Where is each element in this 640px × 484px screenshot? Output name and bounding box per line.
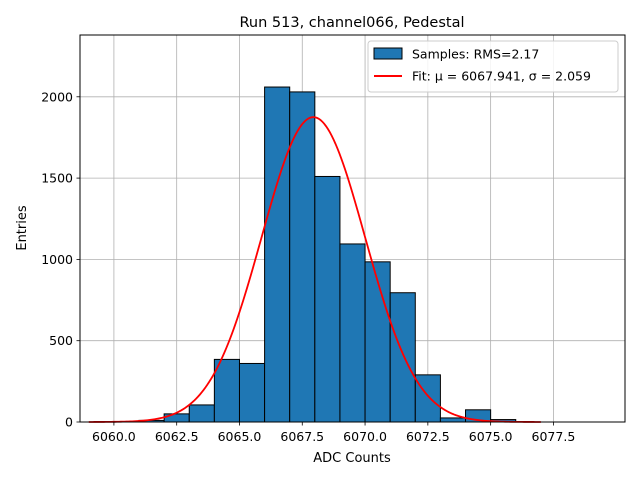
x-tick-label: 6070.0 xyxy=(343,429,387,444)
fit-curve-group xyxy=(88,116,541,423)
y-tick-label: 500 xyxy=(49,333,73,348)
y-tick-label: 1500 xyxy=(41,171,73,186)
y-axis-label: Entries xyxy=(15,205,30,251)
x-axis-ticks: 6060.0 6062.5 6065.0 6067.5 6070.0 6072.5 6075… xyxy=(92,422,575,444)
fit-curve xyxy=(88,116,541,423)
legend-histogram-swatch xyxy=(373,47,403,60)
histogram-bar xyxy=(188,404,215,423)
y-tick-label: 2000 xyxy=(41,89,73,104)
y-tick-label: 1000 xyxy=(41,252,73,267)
y-axis-ticks: 0 500 1000 1500 2000 xyxy=(41,89,80,430)
histogram-bar xyxy=(289,91,316,423)
histogram-bar xyxy=(414,374,441,423)
histogram-bar xyxy=(213,358,240,423)
x-axis-label: ADC Counts xyxy=(313,451,391,466)
x-tick-label: 6077.5 xyxy=(532,429,576,444)
legend-box xyxy=(367,40,619,93)
histogram-bar xyxy=(339,243,366,423)
legend: Samples: RMS=2.17 Fit: μ = 6067.941, σ =… xyxy=(367,40,619,93)
x-tick-label: 6062.5 xyxy=(155,429,199,444)
histogram-bar xyxy=(314,175,341,423)
histogram-bar xyxy=(389,292,416,423)
x-tick-label: 6060.0 xyxy=(92,429,136,444)
histogram-bar xyxy=(264,86,291,423)
histogram-bar xyxy=(364,261,391,423)
histogram-bars xyxy=(138,86,517,423)
histogram-bar xyxy=(439,417,467,423)
x-tick-label: 6072.5 xyxy=(406,429,450,444)
x-tick-label: 6065.0 xyxy=(218,429,262,444)
x-tick-label: 6075.0 xyxy=(469,429,513,444)
legend-histogram-label: Samples: RMS=2.17 xyxy=(412,47,539,62)
histogram-bar xyxy=(163,413,190,423)
y-tick-label: 0 xyxy=(65,415,73,430)
legend-fit-label: Fit: μ = 6067.941, σ = 2.059 xyxy=(412,69,591,84)
x-tick-label: 6067.5 xyxy=(280,429,324,444)
histogram-bar xyxy=(238,362,266,423)
chart-title: Run 513, channel066, Pedestal xyxy=(239,15,464,31)
plot-area-frame xyxy=(79,34,626,423)
